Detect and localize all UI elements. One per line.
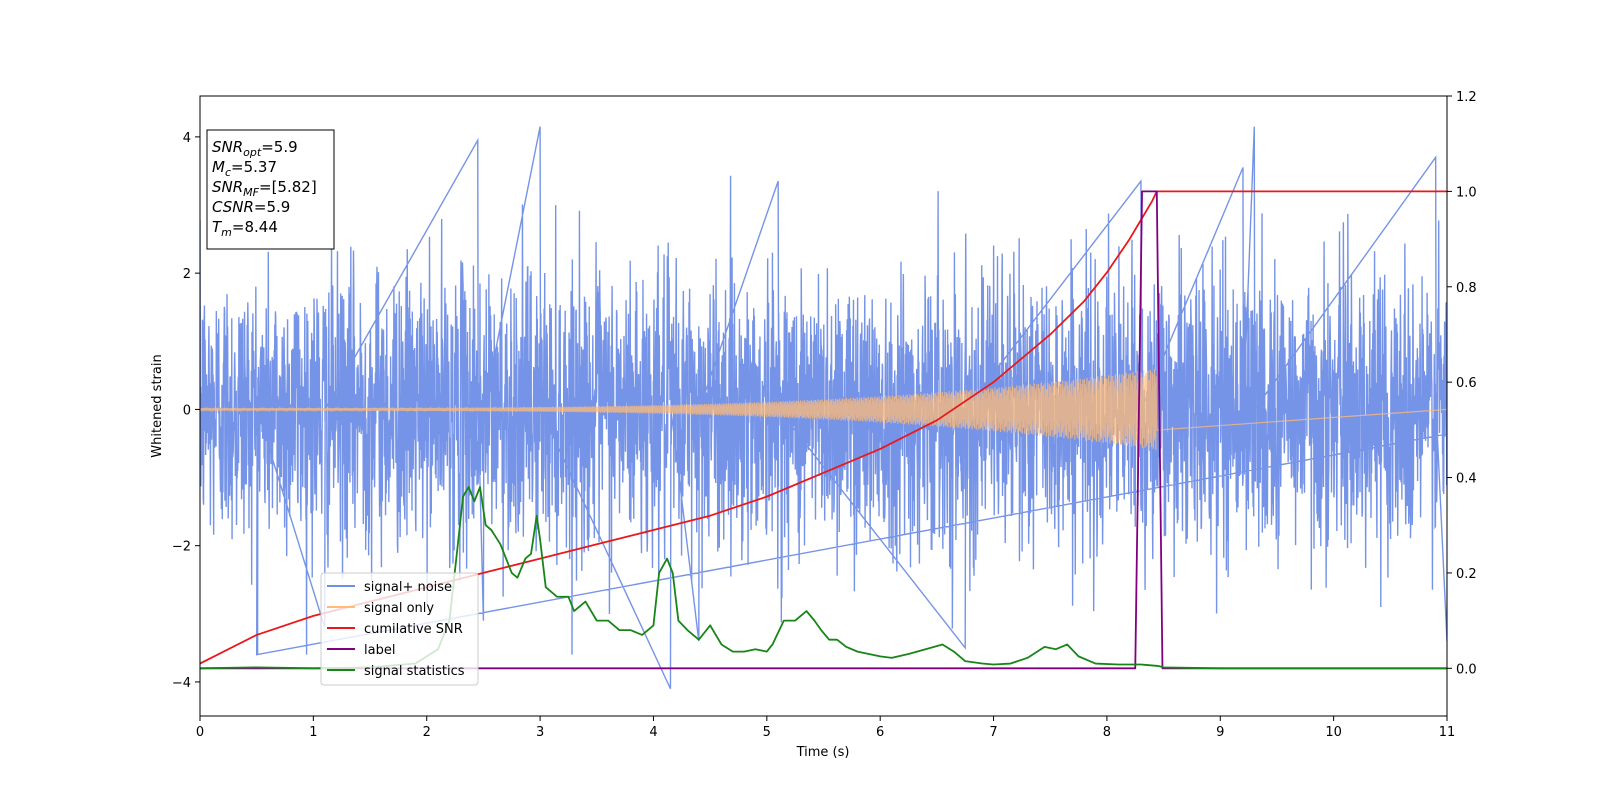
x-tick-label: 5 <box>763 725 771 740</box>
x-tick-label: 1 <box>309 725 317 740</box>
y2-tick-label: 0.4 <box>1456 472 1477 487</box>
legend-label: label <box>364 643 395 658</box>
x-tick-label: 2 <box>423 725 431 740</box>
info-box-frame <box>206 129 335 250</box>
info-line: SNRopt=5.9 <box>212 138 298 159</box>
legend-label: cumilative SNR <box>364 622 463 637</box>
x-tick-label: 9 <box>1216 725 1224 740</box>
x-tick-label: 3 <box>536 725 544 740</box>
x-axis: 0 1 2 3 4 5 6 7 8 9 10 11 <box>196 716 1455 740</box>
x-tick-label: 11 <box>1439 725 1456 740</box>
y2-tick-label: 1.0 <box>1456 185 1477 200</box>
legend-label: signal statistics <box>364 664 465 679</box>
series-signal-statistics <box>200 486 1447 670</box>
x-tick-label: 0 <box>196 725 204 740</box>
y-axis-right: 1.2 1.0 0.8 0.6 0.4 0.2 0.0 <box>1447 90 1477 677</box>
plot-frame <box>199 95 1448 717</box>
y2-tick-label: 0.6 <box>1456 376 1477 391</box>
y-axis-left: 4 2 0 −2 −4 <box>172 131 200 691</box>
info-line: SNRMF=[5.82] <box>212 178 317 199</box>
info-line: Tm=8.44 <box>212 218 278 239</box>
y-axis-label: Whitened strain <box>150 354 165 457</box>
y-tick-label: 4 <box>183 131 191 146</box>
y-tick-label: 2 <box>183 267 191 282</box>
y-tick-label: −4 <box>172 676 191 691</box>
y-tick-label: 0 <box>183 403 191 418</box>
series-signal-only <box>200 368 1447 450</box>
x-tick-label: 10 <box>1325 725 1342 740</box>
legend: signal+ noise signal only cumilative SNR la… <box>320 572 479 686</box>
x-axis-label: Time (s) <box>796 745 850 760</box>
y2-tick-label: 0.8 <box>1456 281 1477 296</box>
info-line: CSNR=5.9 <box>212 198 290 216</box>
y2-tick-label: 1.2 <box>1456 90 1477 105</box>
info-line: Mc=5.37 <box>212 158 277 179</box>
x-tick-label: 8 <box>1103 725 1111 740</box>
legend-label: signal only <box>364 601 434 616</box>
series-signal-noise <box>200 126 1447 690</box>
legend-label: signal+ noise <box>364 580 452 595</box>
legend-frame <box>320 572 479 686</box>
x-tick-label: 4 <box>649 725 657 740</box>
y-tick-label: −2 <box>172 540 191 555</box>
x-tick-label: 7 <box>989 725 997 740</box>
y2-tick-label: 0.0 <box>1456 662 1477 677</box>
y2-tick-label: 0.2 <box>1456 567 1477 582</box>
x-tick-label: 6 <box>876 725 884 740</box>
